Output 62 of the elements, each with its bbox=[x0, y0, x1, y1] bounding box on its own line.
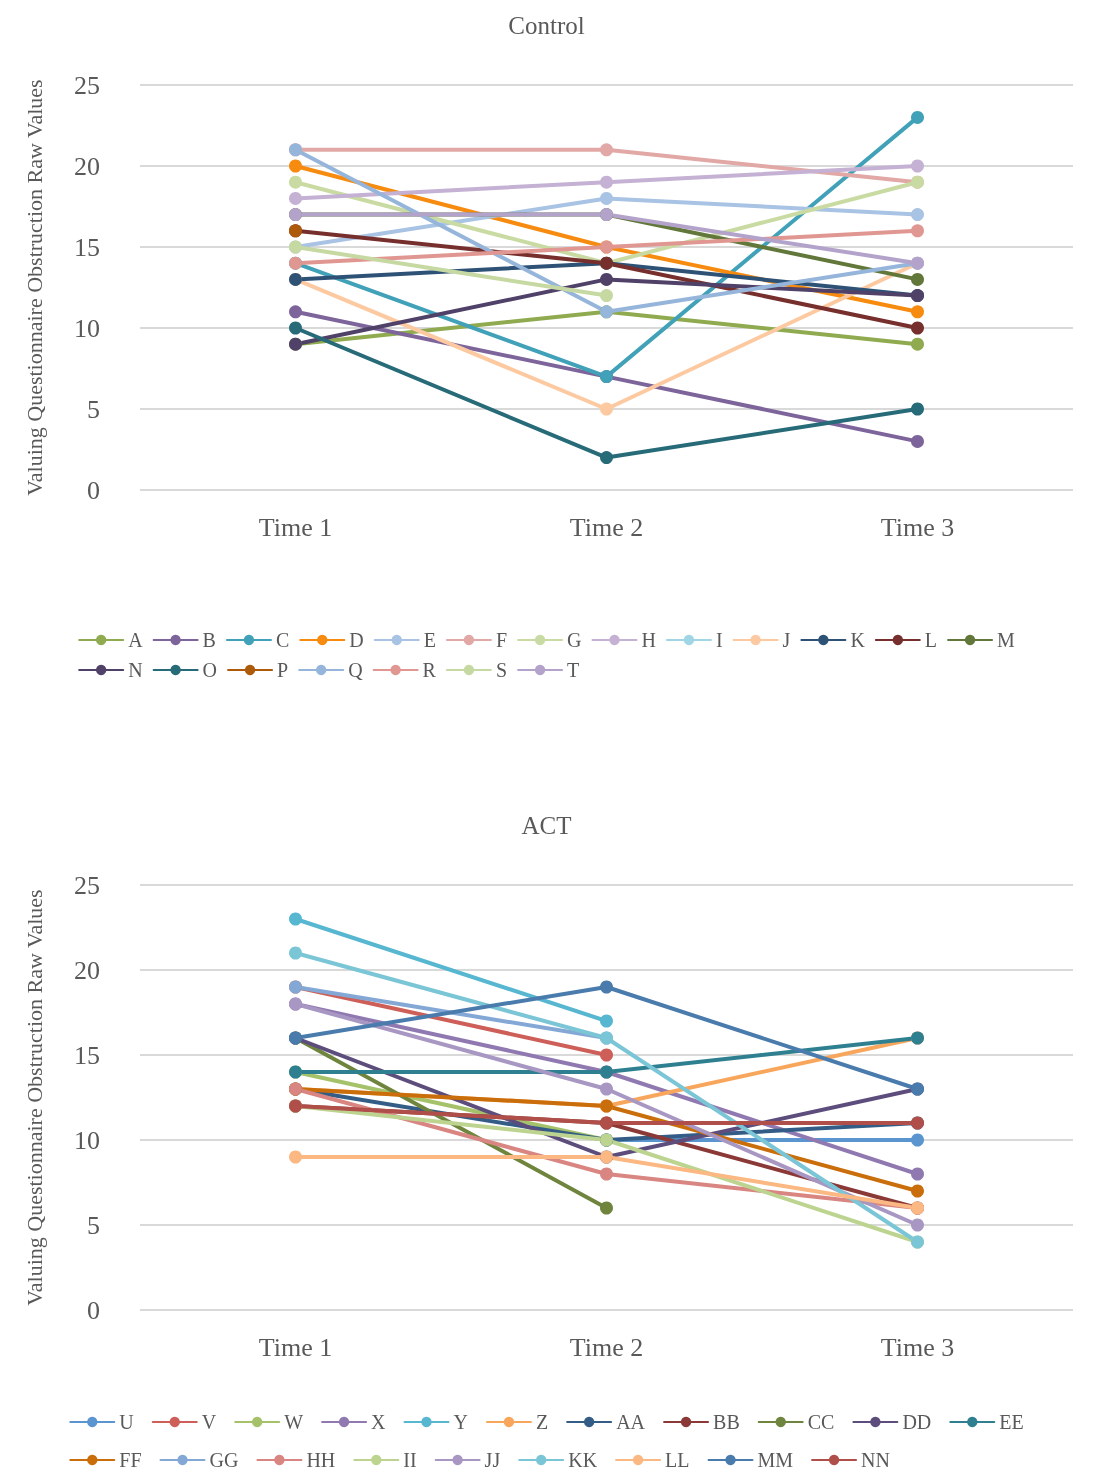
legend-label: E bbox=[423, 629, 436, 651]
legend-label: N bbox=[128, 659, 143, 681]
legend-label: F bbox=[495, 629, 508, 651]
x-tick-label: Time 1 bbox=[258, 512, 333, 542]
y-tick-label: 5 bbox=[87, 1210, 100, 1240]
legend-label: J bbox=[782, 629, 791, 651]
legend-label: D bbox=[349, 629, 364, 651]
legend-label: BB bbox=[713, 1411, 740, 1433]
y-tick-label: 15 bbox=[74, 232, 100, 262]
y-axis-title: Valuing Questionnaire Obstruction Raw Values bbox=[21, 889, 47, 1306]
y-tick-label: 20 bbox=[74, 151, 100, 181]
legend-label: S bbox=[495, 659, 508, 681]
legend-label: FF bbox=[119, 1449, 142, 1471]
x-tick-label: Time 3 bbox=[880, 1332, 955, 1362]
legend-label: LL bbox=[665, 1449, 690, 1471]
legend-label: W bbox=[284, 1411, 304, 1433]
legend-label: Y bbox=[453, 1411, 468, 1433]
legend-label: V bbox=[201, 1411, 217, 1433]
y-tick-label: 15 bbox=[74, 1040, 100, 1070]
y-tick-label: 0 bbox=[87, 475, 100, 505]
x-tick-label: Time 2 bbox=[569, 1332, 644, 1362]
y-tick-label: 10 bbox=[74, 1125, 100, 1155]
y-tick-label: 5 bbox=[87, 394, 100, 424]
x-tick-label: Time 3 bbox=[880, 512, 955, 542]
legend-label: M bbox=[997, 629, 1016, 651]
legend-label: JJ bbox=[484, 1449, 501, 1471]
legend-label: U bbox=[119, 1411, 135, 1433]
y-axis-title: Valuing Questionnaire Obstruction Raw Values bbox=[21, 79, 47, 496]
legend-label: Q bbox=[348, 659, 364, 681]
y-tick-label: 25 bbox=[74, 870, 100, 900]
legend-label: HH bbox=[306, 1449, 336, 1471]
legend-label: A bbox=[128, 629, 144, 651]
legend-label: O bbox=[202, 659, 218, 681]
chart-title: Control bbox=[508, 12, 585, 39]
legend-label: G bbox=[567, 629, 582, 651]
legend-label: K bbox=[850, 629, 866, 651]
chart-title: ACT bbox=[521, 812, 572, 839]
legend-label: II bbox=[403, 1449, 417, 1471]
legend-label: R bbox=[422, 659, 437, 681]
y-tick-label: 10 bbox=[74, 313, 100, 343]
legend-label: EE bbox=[999, 1411, 1024, 1433]
legend-label: NN bbox=[861, 1449, 890, 1471]
y-tick-label: 20 bbox=[74, 955, 100, 985]
legend-label: MM bbox=[757, 1449, 794, 1471]
x-tick-label: Time 2 bbox=[569, 512, 644, 542]
legend-label: B bbox=[202, 629, 216, 651]
legend-label: L bbox=[924, 629, 938, 651]
x-tick-label: Time 1 bbox=[258, 1332, 333, 1362]
legend-label: X bbox=[371, 1411, 387, 1433]
legend-label: AA bbox=[616, 1411, 646, 1433]
y-tick-label: 0 bbox=[87, 1295, 100, 1325]
legend-label: CC bbox=[807, 1411, 835, 1433]
legend-label: DD bbox=[902, 1411, 932, 1433]
legend-label: H bbox=[641, 629, 656, 651]
legend-label: GG bbox=[209, 1449, 239, 1471]
legend-label: Z bbox=[535, 1411, 549, 1433]
legend-label: T bbox=[567, 659, 580, 681]
y-tick-label: 25 bbox=[74, 70, 100, 100]
legend-label: KK bbox=[568, 1449, 598, 1471]
legend-label: C bbox=[275, 629, 290, 651]
legend-label: I bbox=[715, 629, 723, 651]
legend-label: P bbox=[277, 659, 289, 681]
